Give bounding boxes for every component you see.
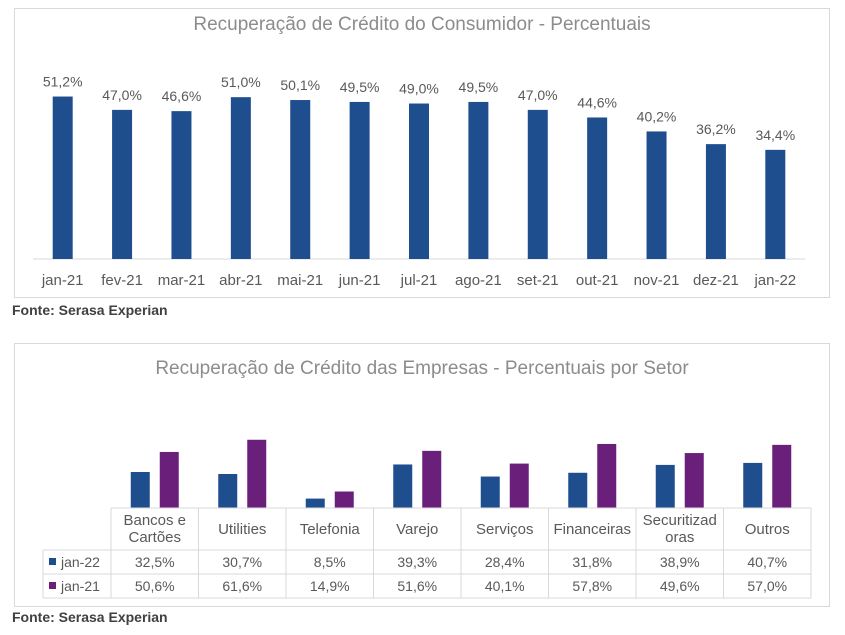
x-tick-label: fev-21	[101, 272, 143, 289]
data-label: 47,0%	[518, 87, 558, 103]
bar	[305, 498, 325, 508]
table-value: 32,5%	[135, 554, 175, 570]
category-label: Cartões	[128, 529, 181, 546]
category-label: Utilities	[218, 521, 266, 538]
source-note-2: Fonte: Serasa Experian	[12, 609, 168, 625]
table-value: 40,1%	[485, 578, 525, 594]
bar	[509, 463, 529, 508]
bar	[349, 101, 370, 259]
bar	[743, 462, 763, 508]
data-label: 51,0%	[221, 74, 261, 90]
bar	[230, 97, 251, 259]
category-label: Varejo	[396, 521, 438, 538]
x-tick-label: out-21	[576, 272, 619, 289]
bar	[772, 444, 792, 508]
bar	[393, 464, 413, 508]
x-tick-label: abr-21	[219, 272, 262, 289]
data-label: 34,4%	[755, 127, 795, 143]
data-label: 47,0%	[102, 87, 142, 103]
bar	[290, 100, 311, 260]
table-value: 61,6%	[222, 578, 262, 594]
legend-swatch	[49, 582, 56, 589]
table-value: 57,0%	[747, 578, 787, 594]
bar	[112, 109, 133, 259]
bar	[587, 117, 608, 259]
bar	[130, 472, 150, 508]
data-label: 49,5%	[340, 79, 380, 95]
data-label: 49,5%	[459, 79, 499, 95]
consumer-chart-svg: 51,2% jan-21 47,0% fev-21 46,6% mar-21 51,0% ab…	[33, 74, 805, 289]
bar	[480, 476, 500, 508]
bar	[159, 451, 179, 508]
data-label: 49,0%	[399, 81, 439, 97]
category-label: Serviços	[476, 521, 534, 538]
data-label: 36,2%	[696, 121, 736, 137]
table-value: 38,9%	[660, 554, 700, 570]
x-tick-label: nov-21	[634, 272, 680, 289]
business-chart-panel: Recuperação de Crédito das Empresas - Pe…	[14, 343, 830, 607]
bar	[422, 450, 442, 508]
bar	[334, 491, 354, 508]
x-tick-label: mar-21	[158, 272, 206, 289]
bar	[568, 472, 588, 508]
x-tick-label: jul-21	[400, 272, 438, 289]
bar	[684, 453, 704, 508]
x-tick-label: jan-22	[753, 272, 796, 289]
bar	[52, 96, 73, 260]
data-label: 44,6%	[577, 94, 617, 110]
category-label: Bancos e	[123, 512, 186, 529]
consumer-chart-title: Recuperação de Crédito do Consumidor - P…	[193, 14, 651, 35]
table-value: 39,3%	[397, 554, 437, 570]
category-label: Outros	[745, 521, 790, 538]
data-label: 46,6%	[162, 88, 202, 104]
business-chart-title: Recuperação de Crédito das Empresas - Pe…	[155, 358, 689, 379]
table-value: 50,6%	[135, 578, 175, 594]
category-label: Securitizad	[643, 512, 717, 529]
table-value: 8,5%	[314, 554, 346, 570]
bar	[765, 149, 786, 259]
data-label: 51,2%	[43, 74, 83, 90]
x-tick-label: jan-21	[41, 272, 84, 289]
consumer-chart-panel: Recuperação de Crédito do Consumidor - P…	[14, 8, 830, 298]
x-tick-label: mai-21	[277, 272, 323, 289]
bar	[409, 103, 429, 260]
table-value: 31,8%	[572, 554, 612, 570]
bar	[218, 473, 238, 508]
bar	[597, 443, 617, 508]
category-label: oras	[665, 529, 694, 546]
source-note-1: Fonte: Serasa Experian	[12, 302, 168, 318]
x-tick-label: ago-21	[455, 272, 502, 289]
bar	[247, 439, 267, 508]
table-value: 30,7%	[222, 554, 262, 570]
table-value: 40,7%	[747, 554, 787, 570]
bar	[705, 144, 726, 259]
data-label: 50,1%	[280, 77, 320, 93]
legend-label: jan-22	[60, 554, 100, 570]
table-value: 14,9%	[310, 578, 350, 594]
table-value: 51,6%	[397, 578, 437, 594]
table-value: 57,8%	[572, 578, 612, 594]
bar	[655, 464, 675, 508]
bar	[527, 109, 548, 259]
x-tick-label: set-21	[517, 272, 559, 289]
category-label: Telefonia	[300, 521, 361, 538]
x-tick-label: dez-21	[693, 272, 739, 289]
data-label: 40,2%	[637, 108, 677, 124]
table-value: 49,6%	[660, 578, 700, 594]
x-tick-label: jun-21	[338, 272, 381, 289]
table-value: 28,4%	[485, 554, 525, 570]
legend-swatch	[49, 558, 56, 565]
bar	[171, 111, 192, 259]
category-label: Financeiras	[553, 521, 631, 538]
bar	[468, 101, 489, 259]
legend-label: jan-21	[60, 578, 100, 594]
bar	[646, 131, 667, 259]
